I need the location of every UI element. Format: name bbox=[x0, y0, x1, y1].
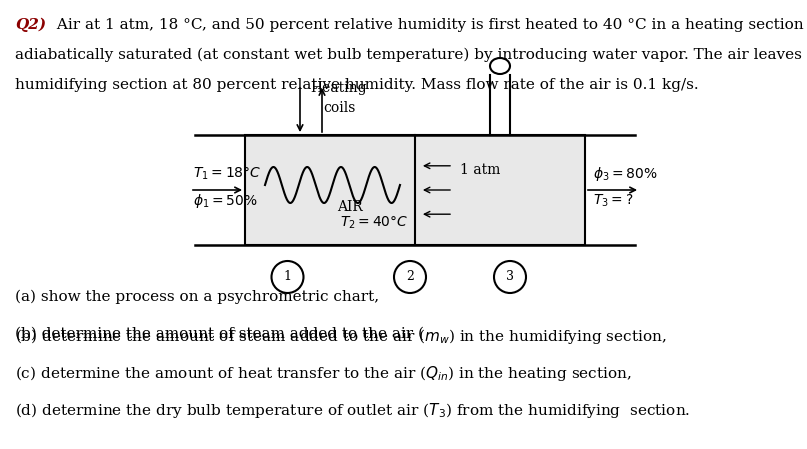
Text: adiabatically saturated (at constant wet bulb temperature) by introducing water : adiabatically saturated (at constant wet… bbox=[15, 48, 807, 62]
Text: $T_2 = 40°C$: $T_2 = 40°C$ bbox=[340, 215, 408, 231]
Text: (b) determine the amount of steam added to the air (: (b) determine the amount of steam added … bbox=[15, 327, 424, 341]
Text: $T_3 = ?$: $T_3 = ?$ bbox=[593, 193, 633, 209]
Text: (c) determine the amount of heat transfer to the air ($Q_{in}$) in the heating s: (c) determine the amount of heat transfe… bbox=[15, 364, 632, 383]
Text: $T_1 = 18°C$: $T_1 = 18°C$ bbox=[193, 166, 261, 182]
Text: 2: 2 bbox=[406, 270, 414, 283]
Text: (b) determine the amount of steam added to the air ($m_{w}$) in the humidifying : (b) determine the amount of steam added … bbox=[15, 327, 667, 346]
Text: $\phi_1 = 50\%$: $\phi_1 = 50\%$ bbox=[193, 192, 257, 210]
Bar bbox=[245, 135, 585, 245]
Circle shape bbox=[494, 261, 526, 293]
Text: humidifying section at 80 percent relative humidity. Mass flow rate of the air i: humidifying section at 80 percent relati… bbox=[15, 78, 699, 92]
Text: 1: 1 bbox=[283, 270, 291, 283]
Text: Q2): Q2) bbox=[15, 18, 46, 32]
Circle shape bbox=[271, 261, 303, 293]
Text: Heating: Heating bbox=[311, 81, 367, 95]
Text: 3: 3 bbox=[506, 270, 514, 283]
Text: Air at 1 atm, 18 °C, and 50 percent relative humidity is first heated to 40 °C i: Air at 1 atm, 18 °C, and 50 percent rela… bbox=[52, 18, 807, 32]
Text: coils: coils bbox=[323, 101, 355, 115]
Text: $\phi_3 = 80\%$: $\phi_3 = 80\%$ bbox=[593, 165, 658, 183]
Text: AIR: AIR bbox=[337, 199, 363, 214]
Text: (d) determine the dry bulb temperature of outlet air ($T_{3}$) from the humidify: (d) determine the dry bulb temperature o… bbox=[15, 401, 690, 420]
Circle shape bbox=[394, 261, 426, 293]
Text: (a) show the process on a psychrometric chart,: (a) show the process on a psychrometric … bbox=[15, 290, 379, 304]
Text: 1 atm: 1 atm bbox=[460, 163, 500, 177]
Ellipse shape bbox=[490, 58, 510, 74]
